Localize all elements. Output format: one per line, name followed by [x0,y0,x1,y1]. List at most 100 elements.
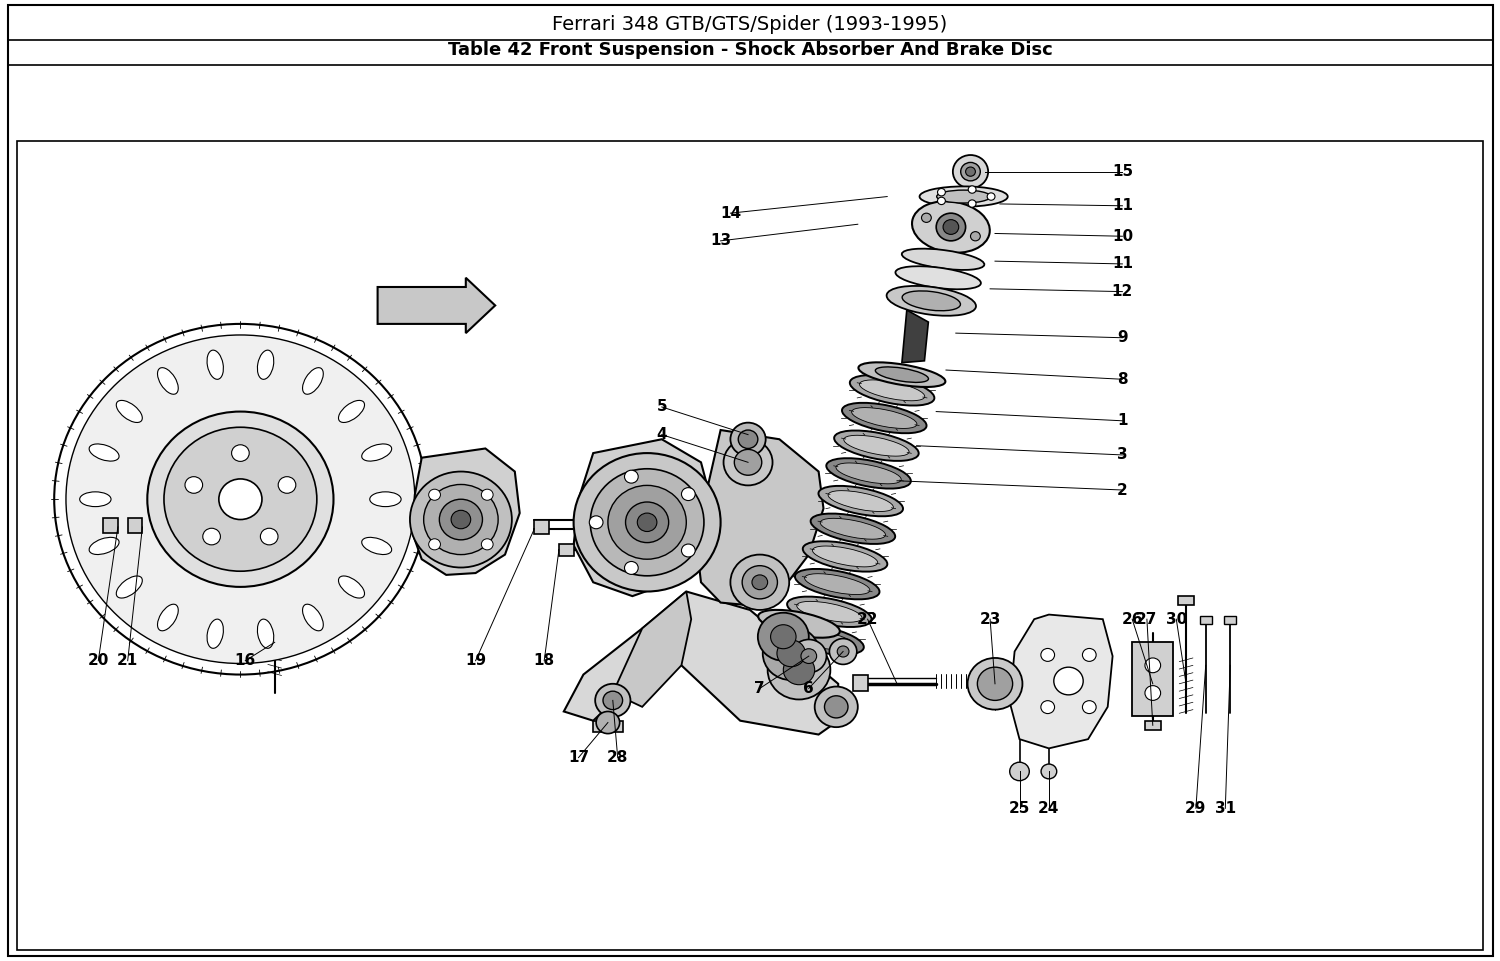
Circle shape [603,691,622,709]
Circle shape [762,627,819,680]
Polygon shape [696,430,824,605]
Circle shape [608,485,687,559]
Bar [1132,642,1173,716]
Circle shape [596,684,630,717]
Bar [128,518,142,533]
Circle shape [1054,667,1083,695]
Bar [534,520,549,534]
Ellipse shape [810,513,895,544]
Ellipse shape [819,486,903,516]
Ellipse shape [362,537,392,554]
Circle shape [423,484,498,554]
Ellipse shape [902,249,984,270]
Text: 7: 7 [754,681,765,696]
Ellipse shape [303,604,324,630]
Text: 9: 9 [1118,331,1128,345]
Text: 10: 10 [1112,229,1132,244]
Circle shape [624,470,638,483]
Ellipse shape [88,537,118,554]
Polygon shape [413,449,519,575]
Ellipse shape [936,190,990,203]
Text: 18: 18 [534,653,555,668]
Circle shape [202,529,220,545]
Circle shape [771,625,796,649]
Ellipse shape [117,576,142,598]
Circle shape [1083,649,1096,661]
Circle shape [790,639,826,673]
Circle shape [742,566,777,599]
Circle shape [410,472,512,568]
Circle shape [596,711,619,733]
Text: 24: 24 [1038,801,1059,816]
Ellipse shape [339,401,364,423]
Text: 8: 8 [1118,372,1128,386]
Circle shape [184,477,202,493]
Ellipse shape [117,401,142,423]
Text: 17: 17 [568,751,590,765]
Ellipse shape [902,291,960,310]
Text: 5: 5 [657,400,668,414]
Circle shape [968,658,1023,709]
Ellipse shape [758,610,840,638]
Ellipse shape [842,403,927,433]
Bar [104,518,118,533]
Circle shape [735,450,762,476]
Circle shape [815,686,858,727]
Ellipse shape [834,431,918,461]
Ellipse shape [339,576,364,598]
Circle shape [921,213,932,222]
Text: 27: 27 [1136,612,1158,627]
Circle shape [825,696,848,718]
Ellipse shape [896,266,981,289]
Circle shape [681,487,694,501]
Text: 20: 20 [87,653,109,668]
Circle shape [1041,649,1054,661]
Bar [1224,616,1236,624]
Ellipse shape [828,491,894,511]
Bar [1179,596,1194,605]
Circle shape [783,655,814,684]
Circle shape [960,162,981,181]
Text: 29: 29 [1185,801,1206,816]
Ellipse shape [88,444,118,461]
Ellipse shape [850,375,934,406]
Circle shape [590,516,603,529]
Text: 19: 19 [465,653,486,668]
Ellipse shape [802,541,888,572]
Circle shape [482,539,494,550]
Circle shape [944,220,958,234]
Circle shape [278,477,296,493]
Bar [1200,616,1212,624]
Circle shape [1144,658,1161,673]
Circle shape [429,489,441,501]
Circle shape [978,667,1012,701]
Circle shape [966,167,975,176]
Circle shape [968,200,976,208]
Circle shape [164,428,316,571]
Circle shape [830,638,856,664]
Polygon shape [564,592,838,734]
Ellipse shape [362,444,392,461]
Ellipse shape [858,362,945,387]
Text: 14: 14 [720,206,741,221]
Bar [853,675,867,691]
Bar [1144,721,1161,730]
Ellipse shape [303,368,324,394]
Bar [560,544,573,556]
Polygon shape [902,310,928,362]
Ellipse shape [158,368,178,394]
Circle shape [730,423,765,456]
Text: 31: 31 [1215,801,1236,816]
Text: 15: 15 [1112,164,1132,179]
Text: 21: 21 [117,653,138,668]
Text: 16: 16 [234,653,256,668]
Text: 1: 1 [1118,413,1128,429]
Polygon shape [1010,615,1113,749]
Ellipse shape [207,350,224,380]
Polygon shape [378,278,495,333]
Ellipse shape [796,602,862,622]
Circle shape [738,430,758,449]
Ellipse shape [852,407,916,429]
Circle shape [482,489,494,501]
Circle shape [1041,764,1056,778]
